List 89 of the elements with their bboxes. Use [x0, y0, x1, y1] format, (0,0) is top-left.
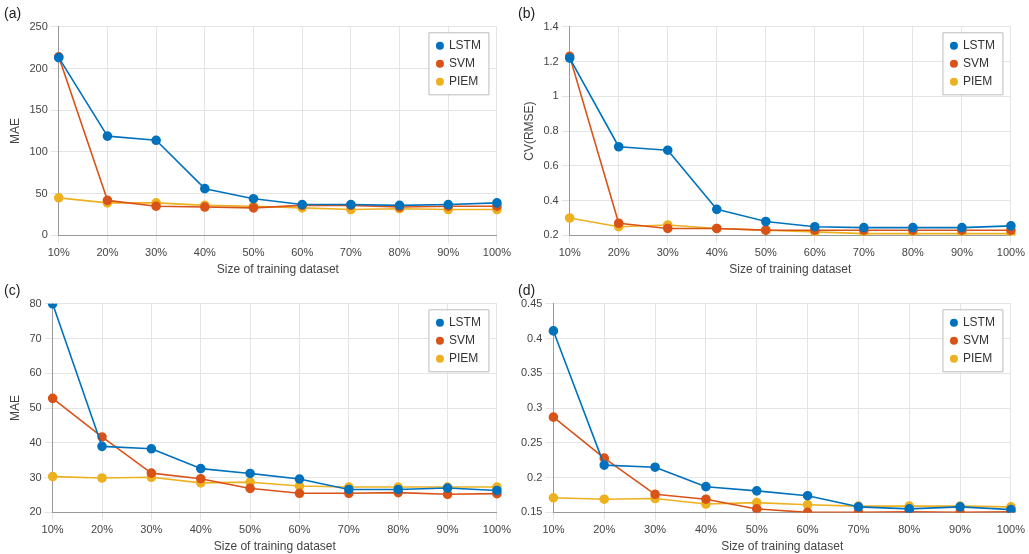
x-tick-label: 60% [288, 523, 311, 536]
x-tick-label: 80% [898, 523, 921, 536]
y-tick-label: 80 [29, 296, 42, 309]
x-tick-label: 100% [482, 523, 512, 536]
x-tick-label: 10% [41, 523, 64, 536]
x-axis-title: Size of training dataset [216, 262, 340, 277]
y-tick-label: 0.4 [527, 331, 543, 344]
x-tick-label: 20% [96, 246, 119, 259]
y-tick-label: 150 [29, 103, 48, 116]
legend-label: PIEM [962, 351, 993, 366]
x-tick-label: 20% [90, 523, 114, 536]
x-tick-label: 100% [482, 246, 512, 259]
y-tick-label: 200 [29, 61, 48, 74]
y-tick-label: 20 [29, 505, 42, 518]
chart-title: (d) [518, 282, 536, 299]
x-tick-label: 90% [436, 523, 459, 536]
y-tick-label: 0 [41, 228, 48, 241]
x-tick-label: 100% [996, 246, 1026, 259]
legend-label: LSTM [448, 38, 481, 53]
x-axis-title: Size of training dataset [213, 539, 337, 554]
y-tick-label: 0.15 [520, 505, 543, 518]
y-tick-label: 70 [29, 331, 42, 344]
x-tick-label: 100% [996, 523, 1026, 536]
legend-label: LSTM [962, 315, 995, 330]
y-tick-label: 0.25 [520, 435, 543, 448]
x-axis-title: Size of training dataset [729, 262, 853, 277]
chart-title: (a) [4, 5, 22, 22]
x-tick-label: 40% [705, 246, 728, 259]
x-tick-label: 40% [189, 523, 212, 536]
x-tick-label: 80% [901, 246, 925, 259]
x-tick-label: 70% [847, 523, 870, 536]
y-axis-title: CV(RMSE) [521, 101, 536, 161]
y-tick-label: 0.2 [543, 228, 559, 241]
x-tick-label: 70% [852, 246, 876, 259]
y-tick-label: 0.8 [543, 124, 559, 137]
y-axis-title: MAE [7, 395, 22, 422]
legend-label: PIEM [448, 351, 479, 366]
y-tick-label: 250 [29, 19, 48, 32]
y-tick-label: 0.2 [527, 470, 543, 483]
y-tick-label: 60 [29, 366, 42, 379]
x-tick-label: 50% [754, 246, 778, 259]
legend-label: SVM [448, 56, 475, 71]
legend-label: PIEM [962, 74, 993, 89]
x-tick-label: 20% [593, 523, 616, 536]
y-axis-title: MAE [7, 118, 22, 145]
legend-label: SVM [962, 333, 989, 348]
x-tick-label: 50% [242, 246, 265, 259]
y-tick-label: 0.6 [543, 158, 559, 171]
x-tick-label: 40% [193, 246, 217, 259]
x-tick-label: 20% [607, 246, 630, 259]
legend-label: LSTM [962, 38, 995, 53]
legend-label: PIEM [448, 74, 479, 89]
x-tick-label: 80% [387, 523, 410, 536]
x-tick-label: 10% [558, 246, 581, 259]
y-tick-label: 100 [29, 144, 48, 157]
legend-label: SVM [962, 56, 989, 71]
y-tick-label: 40 [29, 435, 42, 448]
x-tick-label: 40% [694, 523, 718, 536]
x-tick-label: 60% [291, 246, 314, 259]
x-tick-label: 30% [656, 246, 679, 259]
x-tick-label: 90% [950, 246, 974, 259]
x-tick-label: 60% [803, 246, 827, 259]
x-tick-label: 70% [337, 523, 361, 536]
y-tick-label: 0.35 [520, 366, 543, 379]
y-tick-label: 50 [35, 186, 48, 199]
x-tick-label: 80% [388, 246, 411, 259]
y-tick-label: 1.2 [543, 54, 559, 67]
x-tick-label: 60% [796, 523, 819, 536]
x-tick-label: 10% [47, 246, 70, 259]
x-tick-label: 10% [542, 523, 565, 536]
x-axis-title: Size of training dataset [721, 539, 844, 554]
chart-title: (b) [518, 5, 536, 22]
chart-title: (c) [4, 282, 21, 299]
x-tick-label: 50% [745, 523, 768, 536]
legend-label: SVM [448, 333, 475, 348]
x-tick-label: 90% [437, 246, 460, 259]
x-tick-label: 90% [949, 523, 972, 536]
x-tick-label: 30% [140, 523, 163, 536]
legend-label: LSTM [448, 315, 481, 330]
y-tick-label: 30 [29, 470, 42, 483]
x-tick-label: 30% [644, 523, 667, 536]
x-tick-label: 50% [239, 523, 262, 536]
x-tick-label: 30% [145, 246, 168, 259]
x-tick-label: 70% [339, 246, 363, 259]
y-tick-label: 1 [552, 89, 559, 102]
y-tick-label: 1.4 [543, 19, 559, 32]
y-tick-label: 0.3 [527, 401, 543, 414]
y-tick-label: 50 [29, 401, 42, 414]
y-tick-label: 0.4 [543, 193, 559, 206]
